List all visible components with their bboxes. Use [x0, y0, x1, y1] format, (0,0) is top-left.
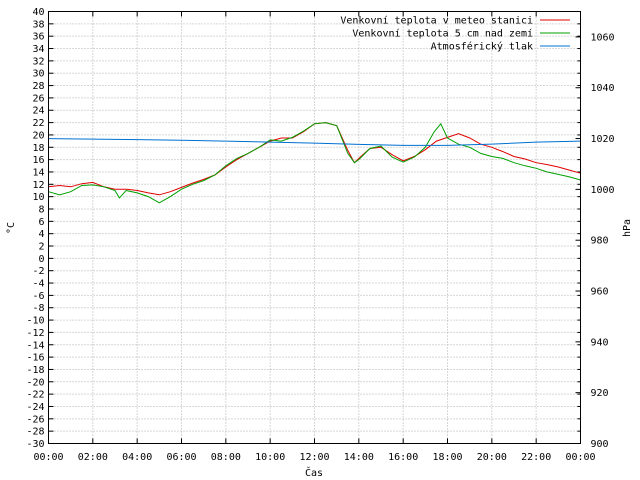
y-tick-label: 14: [32, 167, 44, 178]
plot-frame: [48, 11, 581, 444]
y-tick-label: 18: [32, 143, 44, 154]
y2-axis-label: hPa: [622, 219, 633, 237]
x-tick-label: 14:00: [344, 452, 374, 463]
x-tick-label: 06:00: [166, 452, 196, 463]
y-tick-label: 32: [32, 56, 44, 67]
series-line-3: [48, 138, 581, 146]
x-tick-label: 20:00: [477, 452, 507, 463]
y-tick-label: 36: [32, 32, 44, 43]
x-tick-label: 00:00: [33, 452, 63, 463]
y-axis-label: °C: [6, 222, 17, 234]
y-tick-label: 0: [38, 254, 44, 265]
y-tick-label: 10: [32, 192, 44, 203]
legend-label: Venkovní teplota 5 cm nad zemí: [352, 28, 533, 40]
x-tick-label: 16:00: [388, 452, 418, 463]
y-tick-label: -24: [26, 402, 44, 413]
grid: [48, 11, 581, 444]
y-tick-label: 30: [32, 69, 44, 80]
y-tick-label: 28: [32, 81, 44, 92]
y-tick-label: -10: [26, 316, 44, 327]
x-tick-label: 18:00: [432, 452, 462, 463]
legend: Venkovní teplota v meteo staniciVenkovní…: [340, 15, 570, 53]
y2-tick-label: 1020: [591, 134, 615, 145]
y2-axis-ticks: 1060 1040 1020 1000 980 960 940 920 900: [575, 32, 615, 450]
y2-tick-label: 980: [591, 236, 609, 247]
y-tick-label: 12: [32, 180, 44, 191]
y-tick-label: 2: [38, 242, 44, 253]
y2-tick-label: 940: [591, 337, 609, 348]
y-tick-label: -26: [26, 414, 44, 425]
y-tick-label: -14: [26, 340, 44, 351]
y-tick-label: 8: [38, 204, 44, 215]
x-tick-label: 00:00: [565, 452, 595, 463]
y-tick-label: 6: [38, 217, 44, 228]
y-tick-label: 16: [32, 155, 44, 166]
y-tick-label: 24: [32, 106, 44, 117]
x-axis-ticks: 00:00 02:00 04:00 06:00 08:00 10:00 12:00 14:00…: [33, 11, 596, 463]
y-tick-label: 34: [32, 44, 44, 55]
y-tick-label: -22: [26, 390, 44, 401]
y-tick-label: -2: [32, 266, 44, 277]
y2-tick-label: 920: [591, 388, 609, 399]
y2-tick-label: 1040: [591, 83, 615, 94]
y-tick-label: -12: [26, 328, 44, 339]
y-tick-label: 20: [32, 130, 44, 141]
y-tick-label: 40: [32, 7, 44, 18]
y2-tick-label: 900: [591, 439, 609, 450]
y2-tick-label: 1000: [591, 185, 615, 196]
x-tick-label: 22:00: [521, 452, 551, 463]
y-tick-label: -16: [26, 353, 44, 364]
x-tick-label: 08:00: [211, 452, 241, 463]
x-tick-label: 02:00: [78, 452, 108, 463]
y-tick-label: -20: [26, 377, 44, 388]
legend-label: Venkovní teplota v meteo stanici: [340, 15, 533, 27]
legend-label: Atmosférický tlak: [431, 41, 533, 53]
y2-tick-label: 1060: [591, 32, 615, 43]
x-tick-label: 12:00: [299, 452, 329, 463]
x-axis-label: Čas: [305, 466, 323, 479]
y2-tick-label: 960: [591, 287, 609, 298]
y-tick-label: -6: [32, 291, 44, 302]
y-tick-label: 22: [32, 118, 44, 129]
y-tick-label: 38: [32, 19, 44, 30]
x-tick-label: 10:00: [255, 452, 285, 463]
series-group: [48, 122, 581, 204]
series-line-2: [48, 122, 581, 204]
y-tick-label: -4: [32, 279, 44, 290]
y-tick-label: 26: [32, 93, 44, 104]
y-axis-ticks: 4038363432302826242220181614121086420-2-…: [26, 7, 581, 450]
y-tick-label: -18: [26, 365, 44, 376]
y-tick-label: 4: [38, 229, 44, 240]
x-tick-label: 04:00: [122, 452, 152, 463]
y-tick-label: -30: [26, 439, 44, 450]
y-tick-label: -28: [26, 427, 44, 438]
y-tick-label: -8: [32, 303, 44, 314]
